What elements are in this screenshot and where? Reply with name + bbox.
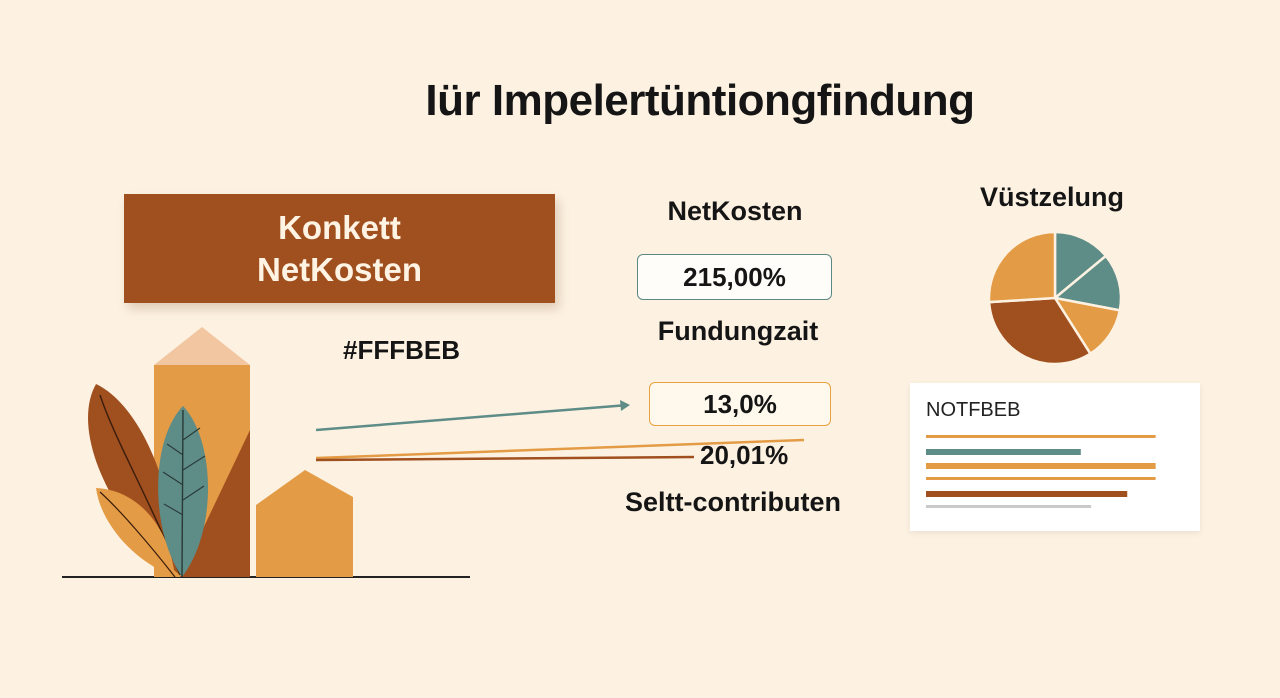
small-house (256, 470, 353, 577)
net-label: NetKosten (667, 196, 803, 226)
banner-line-1: Konkett (278, 208, 401, 246)
orange-connector (315, 438, 805, 460)
banner: Konkett NetKosten (124, 194, 555, 303)
self-contribution-label: Seltt-contributen (625, 487, 841, 517)
brown-connector (315, 455, 695, 462)
funding-label: Fundungzait (657, 316, 819, 346)
banner-line-2: NetKosten (256, 250, 423, 288)
card-bar (926, 491, 1128, 497)
teal-connector (315, 403, 629, 432)
notes-card: NOTFBEB (910, 383, 1200, 531)
pie-title: Vüstzelung (980, 182, 1125, 212)
pie-chart (987, 230, 1123, 366)
card-bar (926, 449, 1081, 455)
value-c: 20,01% (700, 440, 789, 470)
pie-slice (987, 230, 1057, 304)
card-bar (926, 435, 1156, 438)
net-value-box: 215,00% (637, 254, 832, 300)
hex-label: #FFFBEB (343, 335, 460, 365)
building-roof (154, 327, 250, 365)
pie-slice (987, 296, 1093, 366)
value-b-box: 13,0% (649, 382, 831, 426)
page-title: Iür Impelertüntiongfindung (425, 76, 975, 125)
arrowhead-icon (620, 400, 630, 411)
card-bar (926, 463, 1156, 469)
card-bar (926, 477, 1156, 480)
orange-leaf (96, 488, 175, 577)
card-bars (926, 435, 1156, 508)
card-title: NOTFBEB (926, 399, 1021, 421)
value-b: 13,0% (703, 388, 777, 419)
card-bar (926, 505, 1092, 508)
net-value: 215,00% (683, 261, 786, 292)
